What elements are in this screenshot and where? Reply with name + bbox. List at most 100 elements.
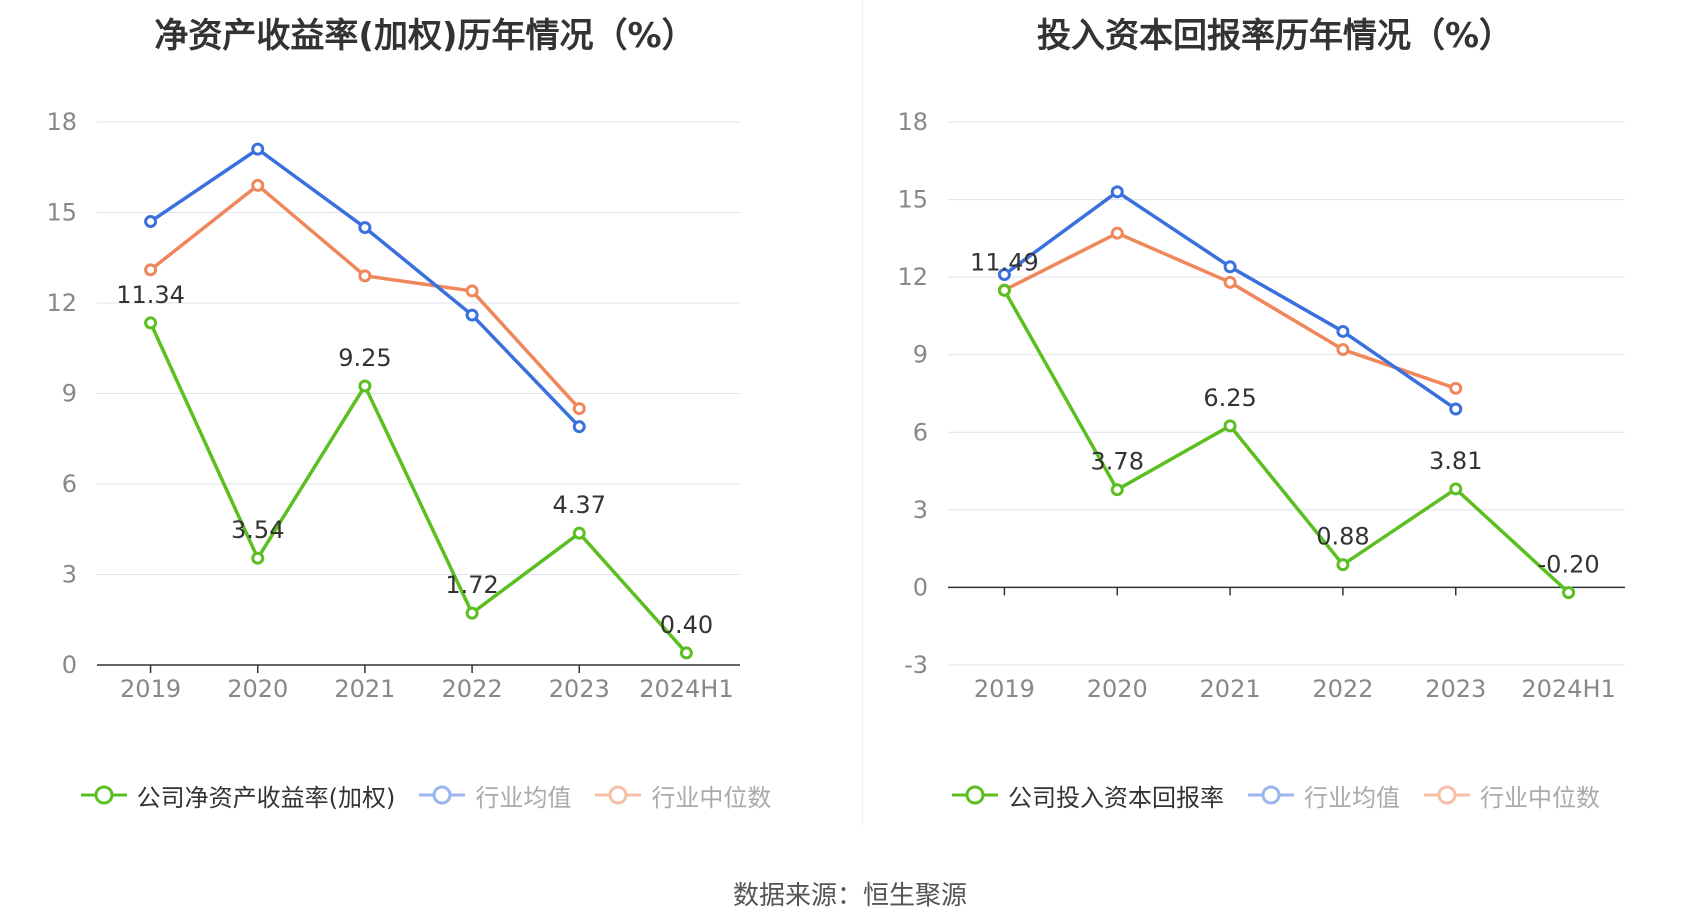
chart-title: 净资产收益率(加权)历年情况（%）: [154, 16, 696, 56]
data-point-company: [1562, 586, 1576, 600]
data-point-median: [465, 284, 479, 298]
chart-title: 投入资本回报率历年情况（%）: [1036, 16, 1514, 56]
x-tick-label: 2021: [1200, 675, 1261, 703]
legend-label: 公司净资产收益率(加权): [136, 783, 396, 812]
legend-average-icon: [419, 785, 466, 805]
legend-item-industry-median[interactable]: 行业中位数: [1422, 778, 1600, 813]
data-point-company: [1449, 482, 1463, 496]
x-tick-label: 2019: [120, 675, 181, 703]
roic-chart-panel: 投入资本回报率历年情况（%） -3 0 3 6 9 12 15 18 2019 2020 2021 2…: [850, 0, 1700, 840]
data-point-company: [144, 316, 158, 330]
data-point-median: [1336, 343, 1350, 357]
y-tick-label: 3: [62, 561, 77, 589]
data-point-avg: [144, 215, 158, 229]
data-point-avg: [1336, 324, 1350, 338]
x-tick-label: 2020: [1087, 675, 1148, 703]
roe-chart-plot: 0 3 6 9 12 15 18 2019 2020 2021 2022 2023 2024H1 11.3…: [46, 108, 740, 703]
data-point-avg: [251, 142, 265, 156]
series-line-median: [149, 183, 581, 410]
legend-item-industry-average[interactable]: 行业均值: [1246, 778, 1400, 813]
legend-company-icon: [952, 785, 998, 805]
data-label: 3.81: [1429, 447, 1482, 475]
chart-legend: 公司投入资本回报率 行业均值 行业中位数: [850, 775, 1700, 815]
data-point-company: [1110, 483, 1124, 497]
data-point-median: [251, 178, 265, 192]
legend-label: 行业均值: [1304, 783, 1400, 812]
panel-divider: [862, 0, 863, 825]
legend-label: 行业中位数: [651, 783, 772, 812]
x-tick-label: 2020: [227, 675, 288, 703]
y-tick-label: 6: [62, 470, 77, 498]
data-point-median: [144, 263, 158, 277]
data-point-avg: [1449, 402, 1463, 416]
legend-item-company[interactable]: 公司投入资本回报率: [950, 778, 1224, 813]
legend-label: 行业中位数: [1480, 783, 1600, 812]
series-line-median: [1003, 231, 1457, 390]
data-point-avg: [1110, 185, 1124, 199]
data-label: 0.40: [660, 611, 713, 639]
data-point-company: [1223, 419, 1237, 433]
data-point-median: [1223, 275, 1237, 289]
x-tick-label: 2022: [1312, 675, 1373, 703]
series-line-company: [1002, 289, 1570, 594]
data-label: 0.88: [1316, 523, 1369, 551]
x-tick-label: 2024H1: [639, 675, 733, 703]
roe-chart-panel: 净资产收益率(加权)历年情况（%） 0 3 6 9 12 15 18 2019 2020 2021…: [0, 0, 850, 840]
data-point-median: [1110, 226, 1124, 240]
data-point-median: [572, 402, 586, 416]
legend-median-icon: [1424, 785, 1470, 805]
data-point-company: [251, 551, 265, 565]
y-tick-label: 15: [46, 199, 77, 227]
x-tick-label: 2022: [442, 675, 503, 703]
y-tick-label: 12: [897, 263, 928, 291]
data-point-median: [1449, 381, 1463, 395]
legend-company-icon: [80, 785, 127, 805]
x-tick-label: 2021: [334, 675, 395, 703]
x-tick-label: 2024H1: [1521, 675, 1615, 703]
legend-item-industry-average[interactable]: 行业均值: [417, 778, 571, 813]
series-line-company: [148, 322, 688, 655]
data-point-avg: [1223, 260, 1237, 274]
data-label: 3.54: [231, 516, 284, 544]
data-label: 11.34: [116, 281, 185, 309]
legend-average-icon: [1248, 785, 1294, 805]
data-point-company: [572, 526, 586, 540]
y-tick-label: -3: [904, 651, 928, 679]
data-source-note: 数据来源：恒生聚源: [732, 881, 967, 911]
x-tick-label: 2023: [549, 675, 610, 703]
series-line-avg: [1003, 190, 1457, 411]
data-point-company: [1336, 558, 1350, 572]
legend-item-industry-median[interactable]: 行业中位数: [593, 778, 771, 813]
roic-chart-plot: -3 0 3 6 9 12 15 18 2019 2020 2021 2022 2023 2024H1 11…: [897, 108, 1625, 703]
data-point-company: [679, 646, 693, 660]
y-tick-label: 6: [913, 418, 928, 446]
chart-legend: 公司净资产收益率(加权) 行业均值 行业中位数: [0, 775, 850, 815]
y-tick-label: 12: [46, 289, 77, 317]
legend-median-icon: [595, 785, 642, 805]
data-label: 6.25: [1203, 384, 1256, 412]
data-label: 4.37: [553, 491, 606, 519]
data-point-company: [465, 606, 479, 620]
y-tick-label: 18: [46, 108, 77, 136]
x-tick-label: 2023: [1425, 675, 1486, 703]
data-point-median: [358, 269, 372, 283]
data-point-company: [997, 283, 1011, 297]
y-tick-label: 15: [897, 186, 928, 214]
data-point-company: [358, 379, 372, 393]
legend-label: 行业均值: [475, 783, 572, 812]
x-tick-label: 2019: [974, 675, 1035, 703]
y-tick-label: 0: [913, 573, 928, 601]
legend-item-company[interactable]: 公司净资产收益率(加权): [79, 778, 396, 813]
y-tick-label: 9: [913, 341, 928, 369]
y-tick-label: 0: [62, 651, 77, 679]
data-point-avg: [465, 308, 479, 322]
y-tick-label: 3: [913, 496, 928, 524]
data-point-avg: [358, 221, 372, 235]
data-label: 1.72: [445, 571, 498, 599]
legend-label: 公司投入资本回报率: [1008, 783, 1224, 812]
data-label: -0.20: [1538, 551, 1600, 579]
data-label: 11.49: [970, 248, 1039, 276]
data-label: 3.78: [1091, 448, 1144, 476]
y-tick-label: 18: [897, 108, 928, 136]
data-point-avg: [997, 268, 1011, 282]
